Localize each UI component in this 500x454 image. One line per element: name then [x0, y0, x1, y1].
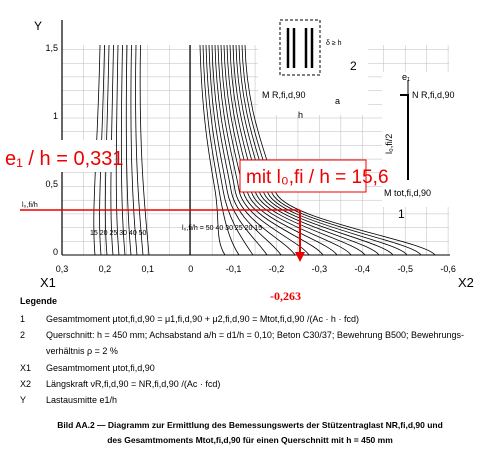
x-tick-label: 0,3 [56, 264, 69, 274]
legend-key: Y [20, 395, 26, 405]
column [400, 94, 409, 180]
curve [205, 44, 254, 256]
legend-title: Legende [20, 296, 57, 306]
y-label: Y [34, 19, 42, 33]
x-tick-label: -0,1 [226, 264, 242, 274]
curve [115, 44, 120, 256]
inset-text: M R,fi,d,90 [262, 90, 306, 100]
x-tick-label: 0,2 [99, 264, 112, 274]
curve [93, 44, 101, 256]
rebars [286, 28, 314, 68]
y-tick-label: 0 [53, 247, 58, 257]
section [279, 19, 321, 76]
marker-2: 2 [350, 59, 357, 73]
inset-text: δ ≥ h [326, 40, 342, 47]
inset-text: N R,fi,d,90 [412, 90, 455, 100]
curve [139, 44, 150, 256]
column-bg [382, 72, 452, 207]
eccentricity: e₁ / h = 0,331 [5, 148, 124, 170]
curve [125, 44, 132, 256]
legend-text: verhältnis ρ = 2 % [46, 346, 118, 356]
legend-text: Lastausmitte e1/h [46, 395, 117, 405]
marker-1: 1 [398, 207, 405, 221]
curve [104, 44, 110, 256]
x1-label: X1 [40, 275, 56, 290]
y-tick-label: 1 [53, 111, 58, 121]
curve [130, 44, 138, 256]
curve-labels: 15 20 25 30 40 50 [90, 230, 147, 237]
curve [211, 44, 282, 256]
legend-text: Gesamtmoment μtot,fi,d,90 [46, 363, 155, 373]
line-label: l₀,fi/h [22, 202, 38, 209]
legend-key: 2 [20, 330, 25, 340]
x-tick-label: -0,6 [440, 264, 456, 274]
curve [110, 44, 114, 256]
curve-labels: l₀,fi/h = 50 40 30 25 20 15 [182, 225, 262, 232]
x-tick-label: -0,3 [312, 264, 328, 274]
curve [214, 44, 296, 256]
inset-text: M tot,fi,d,90 [384, 188, 431, 198]
slenderness: mit l₀,fi / h = 15,6 [246, 167, 389, 188]
curve [217, 44, 310, 256]
red-box [239, 159, 367, 193]
legend-text: Querschnitt: h = 450 mm; Achsabstand a/h… [46, 330, 464, 340]
y-tick-label: 1,5 [45, 43, 58, 53]
y-tick-label: 0,5 [45, 179, 58, 189]
legend-text: Gesamtmoment μtot,fi,d,90 = μ1,fi,d,90 +… [46, 314, 359, 324]
x-tick-label: 0 [188, 264, 193, 274]
curve [199, 44, 226, 256]
curve [99, 44, 105, 256]
inset-text: e₁ [402, 72, 410, 82]
caption: Bild AA.2 — Diagramm zur Ermittlung des … [57, 420, 443, 430]
ecc-bg [2, 140, 114, 172]
curve [135, 44, 144, 256]
legend-key: 1 [20, 314, 25, 324]
x-tick-label: 0,1 [142, 264, 155, 274]
legend-text: Längskraft νR,fi,d,90 = NR,fi,d,90 /(Ac … [46, 379, 220, 389]
legend-key: X2 [20, 379, 31, 389]
x-tick-label: -0,5 [397, 264, 413, 274]
inset-text: l₀,fi/2 [384, 134, 394, 154]
arrow-head [295, 252, 305, 262]
curve [208, 44, 268, 256]
result: -0,263 [270, 289, 301, 303]
x2-label: X2 [458, 275, 474, 290]
curve [120, 44, 126, 256]
curve [202, 44, 240, 256]
inset-text: a [335, 96, 340, 106]
inset-text: h [298, 110, 303, 120]
x-tick-label: -0,2 [269, 264, 285, 274]
x-tick-label: -0,4 [355, 264, 371, 274]
caption: des Gesamtmoments Mtot,fi,d,90 für einen… [107, 435, 393, 445]
legend-key: X1 [20, 363, 31, 373]
